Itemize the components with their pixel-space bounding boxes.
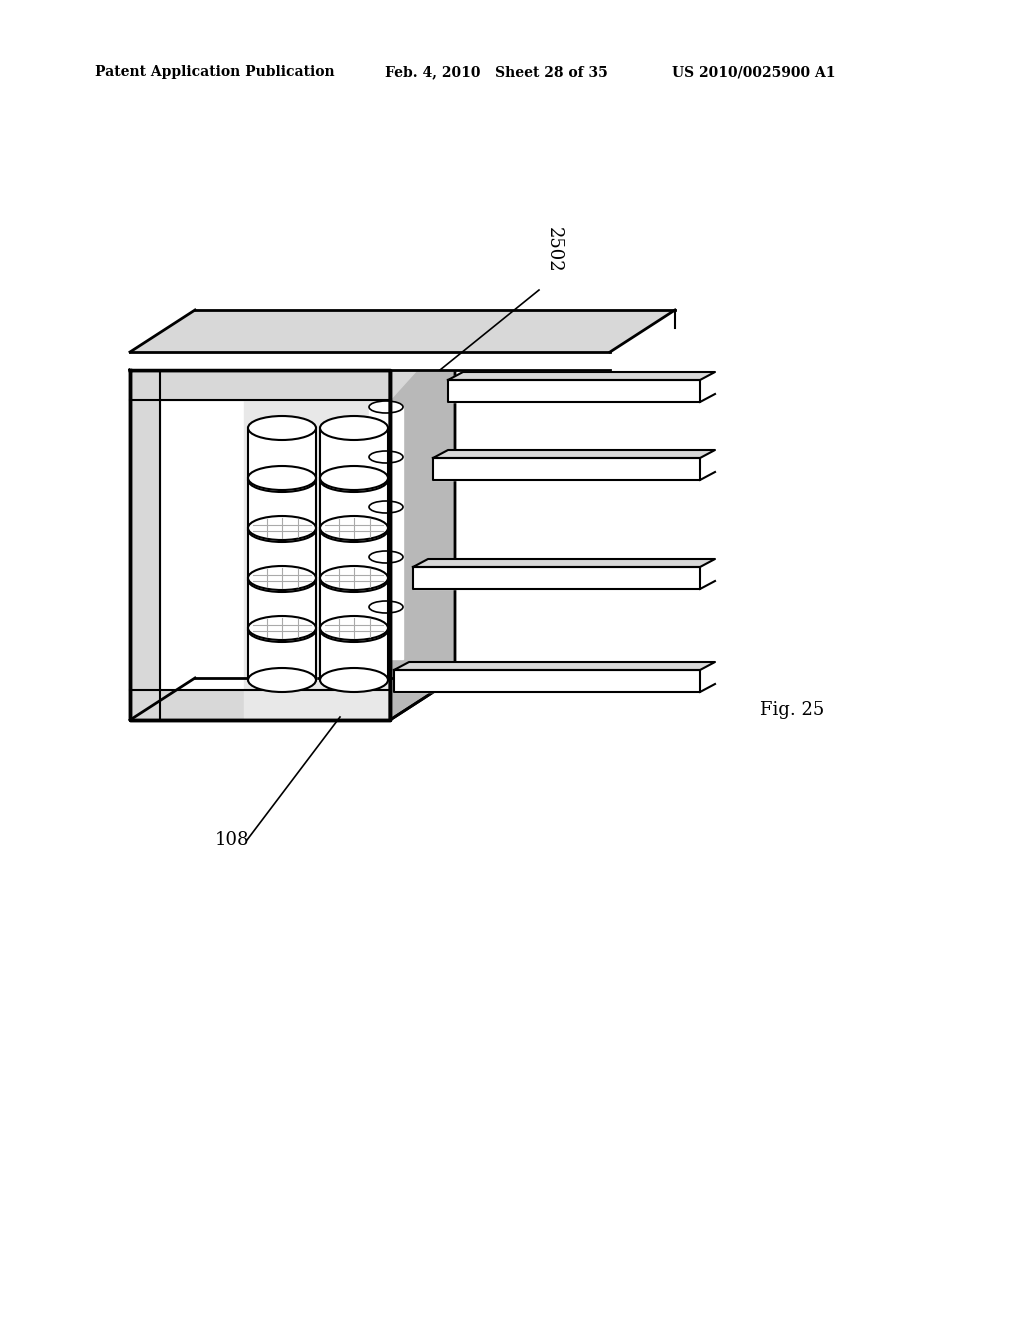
Polygon shape (390, 327, 455, 400)
Polygon shape (130, 310, 675, 352)
Text: 2502: 2502 (545, 227, 563, 273)
Ellipse shape (319, 568, 388, 591)
Ellipse shape (248, 668, 316, 692)
Ellipse shape (369, 401, 403, 413)
Polygon shape (130, 370, 390, 719)
Polygon shape (248, 528, 316, 579)
Polygon shape (319, 478, 388, 531)
Polygon shape (360, 370, 390, 719)
Polygon shape (248, 628, 316, 680)
Polygon shape (369, 407, 403, 459)
Polygon shape (449, 372, 715, 380)
Ellipse shape (369, 451, 403, 463)
Ellipse shape (319, 517, 388, 543)
Text: 108: 108 (215, 832, 250, 849)
Polygon shape (369, 507, 403, 558)
Polygon shape (319, 578, 388, 630)
Polygon shape (413, 568, 700, 589)
Polygon shape (433, 450, 715, 458)
Ellipse shape (369, 550, 403, 564)
Ellipse shape (248, 616, 316, 640)
Ellipse shape (319, 466, 388, 490)
Polygon shape (369, 607, 403, 659)
Polygon shape (319, 628, 388, 680)
Polygon shape (390, 327, 455, 400)
Polygon shape (248, 428, 316, 480)
Polygon shape (130, 370, 160, 719)
Ellipse shape (369, 502, 403, 513)
Text: Patent Application Publication: Patent Application Publication (95, 65, 335, 79)
Ellipse shape (319, 618, 388, 642)
Polygon shape (319, 528, 388, 579)
Polygon shape (248, 478, 316, 531)
Ellipse shape (319, 516, 388, 540)
Ellipse shape (248, 416, 316, 440)
Ellipse shape (248, 568, 316, 591)
Polygon shape (130, 370, 390, 400)
Ellipse shape (248, 469, 316, 492)
Ellipse shape (248, 516, 316, 540)
Polygon shape (248, 578, 316, 630)
Ellipse shape (248, 517, 316, 543)
Ellipse shape (248, 566, 316, 590)
Polygon shape (413, 558, 715, 568)
Ellipse shape (248, 466, 316, 490)
Text: Fig. 25: Fig. 25 (760, 701, 824, 719)
Polygon shape (394, 671, 700, 692)
Polygon shape (130, 690, 390, 719)
Polygon shape (130, 352, 610, 370)
Text: Feb. 4, 2010   Sheet 28 of 35: Feb. 4, 2010 Sheet 28 of 35 (385, 65, 608, 79)
Polygon shape (369, 457, 403, 510)
Polygon shape (390, 327, 455, 719)
Ellipse shape (319, 566, 388, 590)
Text: US 2010/0025900 A1: US 2010/0025900 A1 (672, 65, 836, 79)
Ellipse shape (319, 469, 388, 492)
Polygon shape (369, 557, 403, 609)
Ellipse shape (248, 618, 316, 642)
Ellipse shape (319, 416, 388, 440)
Polygon shape (394, 663, 715, 671)
Ellipse shape (319, 668, 388, 692)
Polygon shape (319, 428, 388, 480)
Polygon shape (130, 327, 455, 370)
Ellipse shape (319, 616, 388, 640)
Polygon shape (433, 458, 700, 480)
Polygon shape (449, 380, 700, 403)
Polygon shape (244, 400, 390, 719)
Ellipse shape (369, 601, 403, 612)
